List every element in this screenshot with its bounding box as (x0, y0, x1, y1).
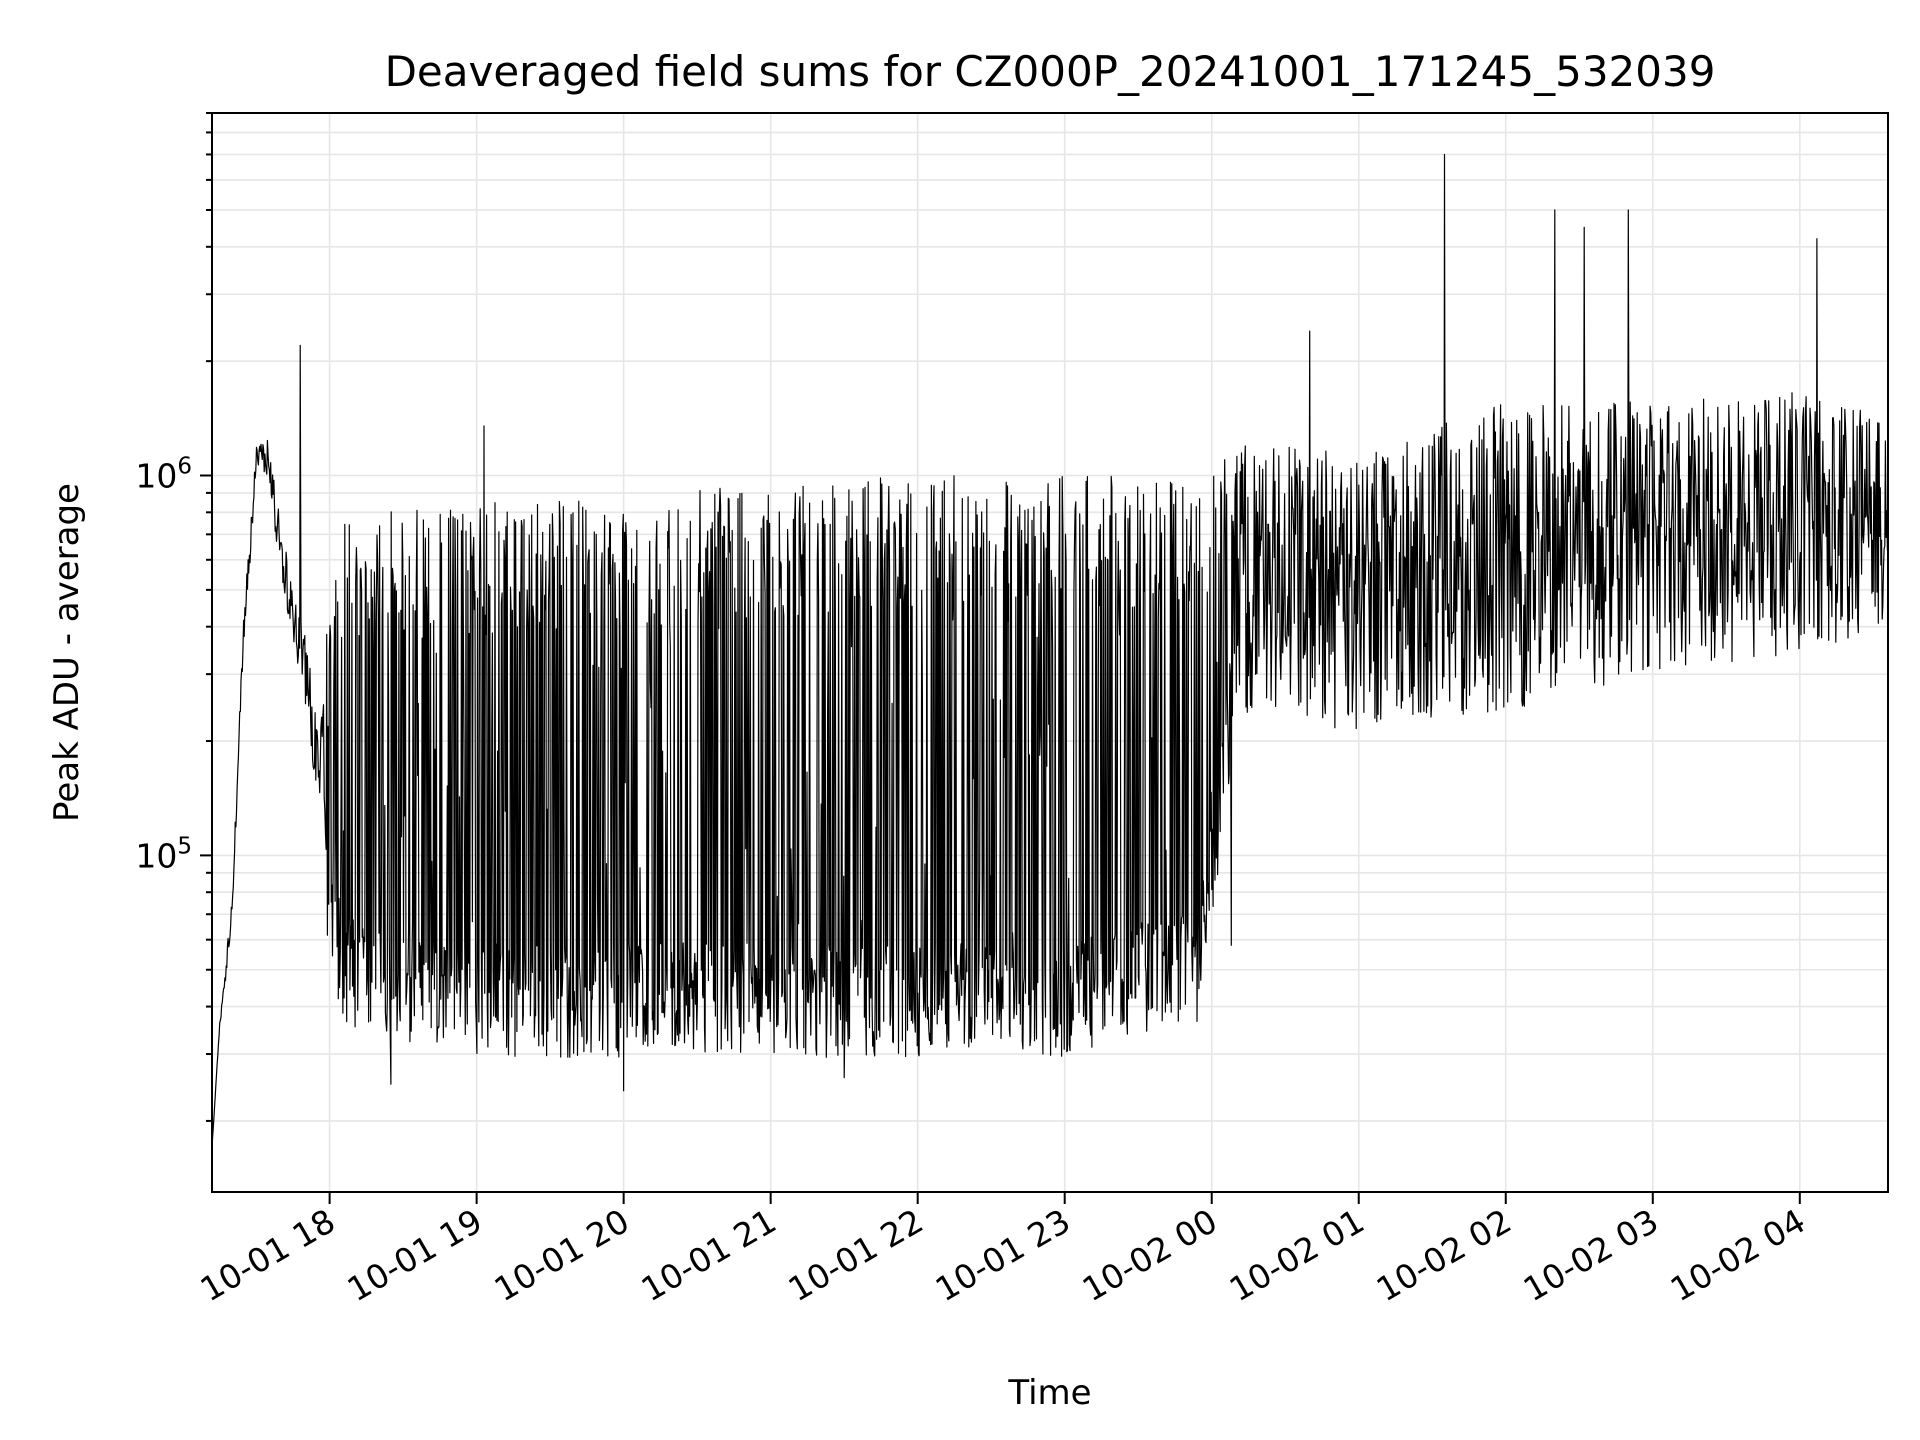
x-tick-label: 10-01 22 (782, 1201, 930, 1309)
series-group (211, 153, 1889, 1148)
chart-title: Deaveraged field sums for CZ000P_2024100… (385, 47, 1716, 96)
y-axis-label: Peak ADU - average (47, 483, 87, 822)
x-tick-label: 10-01 21 (635, 1201, 783, 1309)
x-axis-label: Time (1007, 1373, 1091, 1413)
x-tick-label: 10-01 20 (488, 1201, 636, 1309)
x-tick-label: 10-01 23 (929, 1201, 1077, 1309)
plot-frame (211, 112, 1889, 1193)
y-tick-label: 105 (135, 833, 192, 875)
series-line (211, 153, 1889, 1148)
x-tick-label: 10-02 03 (1517, 1201, 1665, 1309)
x-tick-label: 10-01 18 (194, 1201, 342, 1309)
x-axis: 10-01 18 10-01 19 10-01 20 10-01 21 10-01 22… (194, 1192, 1812, 1309)
x-tick-label: 10-02 04 (1664, 1201, 1812, 1309)
x-tick-label: 10-01 19 (341, 1201, 489, 1309)
x-tick-label: 10-02 01 (1223, 1201, 1371, 1309)
x-tick-label: 10-02 02 (1370, 1201, 1518, 1309)
x-tick-label: 10-02 00 (1076, 1201, 1224, 1309)
y-axis: 105 106 (135, 112, 212, 1122)
y-tick-label: 106 (135, 454, 192, 496)
